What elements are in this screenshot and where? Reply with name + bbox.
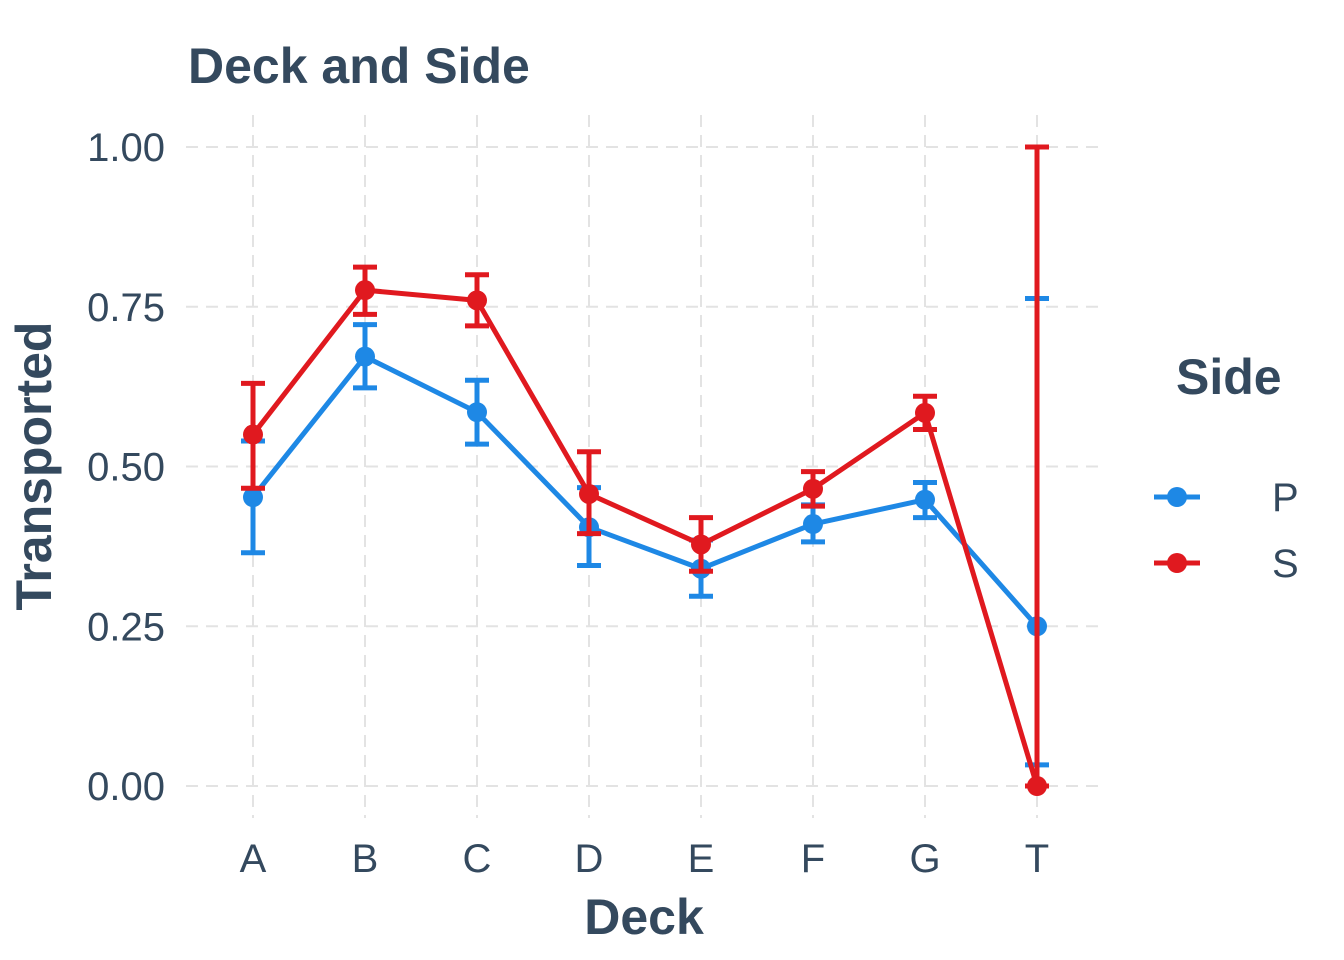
x-axis-title: Deck xyxy=(584,889,704,945)
x-tick-label: B xyxy=(352,837,379,881)
data-point xyxy=(243,424,263,445)
series-line xyxy=(251,287,1040,787)
series-P xyxy=(241,295,1049,768)
data-point xyxy=(355,346,375,367)
legend-key-point xyxy=(1167,487,1187,507)
data-point xyxy=(1027,776,1047,796)
series-layer xyxy=(241,144,1049,796)
y-tick-label: 0.00 xyxy=(87,765,165,809)
legend-key-point xyxy=(1167,553,1187,573)
x-tick-label: A xyxy=(240,837,267,881)
chart-title: Deck and Side xyxy=(188,38,530,94)
series-line xyxy=(251,354,1039,628)
y-tick-label: 0.50 xyxy=(87,446,165,490)
legend-item-S: S xyxy=(1154,542,1299,586)
legend-title: Side xyxy=(1176,349,1282,405)
x-tick-label: G xyxy=(909,837,940,881)
x-tick-label: D xyxy=(575,837,604,881)
data-point xyxy=(579,483,599,504)
legend-label: S xyxy=(1272,542,1299,586)
y-tick-label: 0.75 xyxy=(87,286,165,330)
x-tick-label: E xyxy=(688,837,715,881)
y-tick-label: 1.00 xyxy=(87,126,165,170)
x-tick-label: F xyxy=(801,837,825,881)
data-point xyxy=(243,487,263,508)
x-tick-label: T xyxy=(1025,837,1049,881)
data-point xyxy=(467,290,487,311)
data-point xyxy=(915,402,935,423)
data-point xyxy=(467,402,487,423)
data-point xyxy=(803,514,823,535)
legend-item-P: P xyxy=(1154,476,1299,520)
data-point xyxy=(915,489,935,510)
y-tick-label: 0.25 xyxy=(87,605,165,649)
legend: Side PS xyxy=(1154,349,1299,586)
grid xyxy=(186,115,1102,818)
series-S xyxy=(241,144,1049,796)
legend-label: P xyxy=(1272,476,1299,520)
x-tick-label: C xyxy=(463,837,492,881)
y-axis-title: Transported xyxy=(6,322,62,611)
data-point xyxy=(803,478,823,499)
data-point xyxy=(691,534,711,555)
data-point xyxy=(355,280,375,301)
y-axis-ticks: 0.00 0.25 0.50 0.75 1.00 xyxy=(87,126,165,809)
